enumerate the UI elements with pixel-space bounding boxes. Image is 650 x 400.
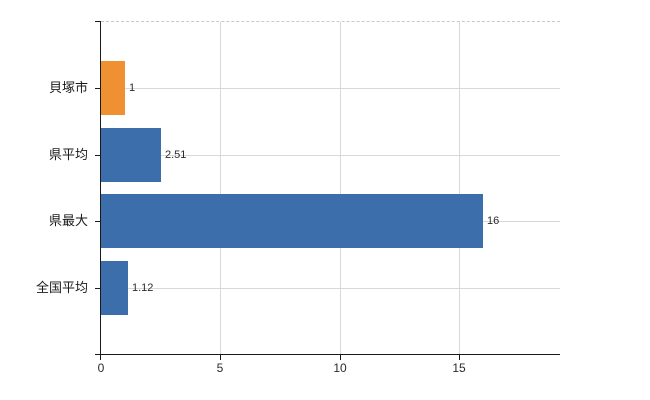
x-axis: [95, 354, 560, 355]
x-tickmark: [100, 355, 101, 360]
bar-貝塚市: [101, 61, 125, 115]
x-tick-label-5: 5: [216, 361, 224, 375]
y-tickmark: [95, 288, 101, 289]
y-tickmark: [95, 155, 101, 156]
y-axis: [100, 21, 101, 354]
x-tick-label-15: 15: [452, 361, 466, 375]
value-label-県最大: 16: [487, 215, 500, 227]
category-label-全国平均: 全国平均: [35, 280, 88, 295]
y-tickmark: [95, 88, 101, 89]
plot-top-border: [101, 21, 560, 22]
bar-県平均: [101, 128, 161, 182]
x-tick-label-0: 0: [97, 361, 105, 375]
y-axis-top-cap: [95, 21, 101, 22]
category-label-貝塚市: 貝塚市: [48, 80, 88, 95]
x-tickmark: [220, 355, 221, 360]
bar-全国平均: [101, 261, 128, 315]
gridline-horizontal: [101, 288, 560, 289]
value-label-全国平均: 1.12: [132, 282, 154, 294]
x-tickmark: [340, 355, 341, 360]
category-label-県最大: 県最大: [48, 213, 88, 228]
x-tick-label-10: 10: [333, 361, 347, 375]
gridline-vertical-5: [220, 22, 221, 354]
gridline-horizontal: [101, 155, 560, 156]
y-tickmark: [95, 221, 101, 222]
value-label-貝塚市: 1: [129, 82, 136, 94]
gridline-vertical-10: [340, 22, 341, 354]
value-label-県平均: 2.51: [165, 149, 187, 161]
x-tickmark: [459, 355, 460, 360]
gridline-vertical-15: [459, 22, 460, 354]
gridline-horizontal: [101, 88, 560, 89]
bar-県最大: [101, 194, 483, 248]
category-label-県平均: 県平均: [48, 147, 88, 162]
